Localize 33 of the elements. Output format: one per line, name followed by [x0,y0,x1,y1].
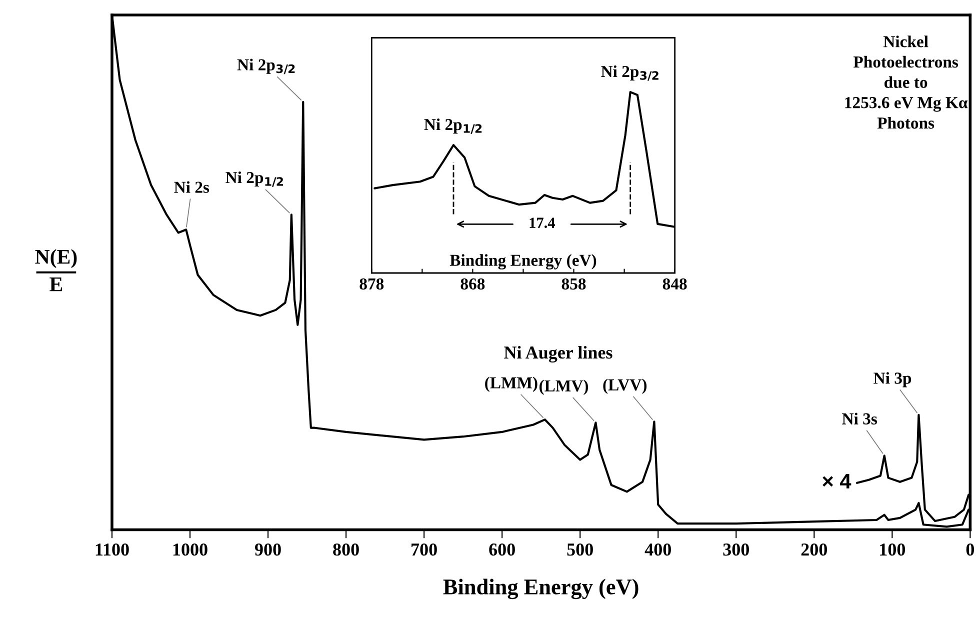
x-tick-label: 868 [460,278,485,290]
x-tick-label: 848 [662,278,687,290]
annotation: (LMM) [485,376,538,392]
x-tick-label: 100 [880,543,906,556]
annotation: Ni 3p [874,372,912,388]
x-axis-title: Binding Energy (eV) [450,254,596,270]
annotation: Ni Auger lines [504,346,612,362]
annotation: 17.4 [530,218,556,228]
x-tick-label: 500 [567,543,593,556]
x-tick-label: 900 [254,543,281,556]
series-label: × 4 [822,474,852,488]
annotation: Ni 2s [174,181,210,193]
x-tick-label: 400 [644,543,671,556]
x-tick-label: 600 [489,543,515,556]
x-tick-label: 700 [412,543,437,556]
x-tick-label: 300 [723,543,749,556]
annotation: Ni 2p$_{1/2}$ [424,118,482,134]
annotation: Ni 2p$_{3/2}$ [237,58,295,74]
x-tick-label: 0 [966,543,974,556]
x-axis-title: Binding Energy (eV) [443,578,638,600]
annotation: Ni 2p$_{3/2}$ [601,65,658,81]
annotation: Nickel Photoelectrons due to 1253.6 eV Mg Kα Photons [845,36,968,129]
x-tick-label: 878 [360,278,384,290]
annotation: (LVV) [603,378,647,394]
annotation: Ni 2p$_{1/2}$ [226,171,283,187]
y-axis-title: N(E) E [35,249,77,292]
x-tick-label: 858 [562,278,586,290]
x-tick-label: 1100 [96,543,129,556]
x-tick-label: 200 [801,543,827,556]
annotation: (LMV) [539,380,588,395]
x-tick-label: 1000 [173,543,208,556]
x-tick-label: 800 [333,543,359,556]
annotation: Ni 3s [842,412,878,424]
